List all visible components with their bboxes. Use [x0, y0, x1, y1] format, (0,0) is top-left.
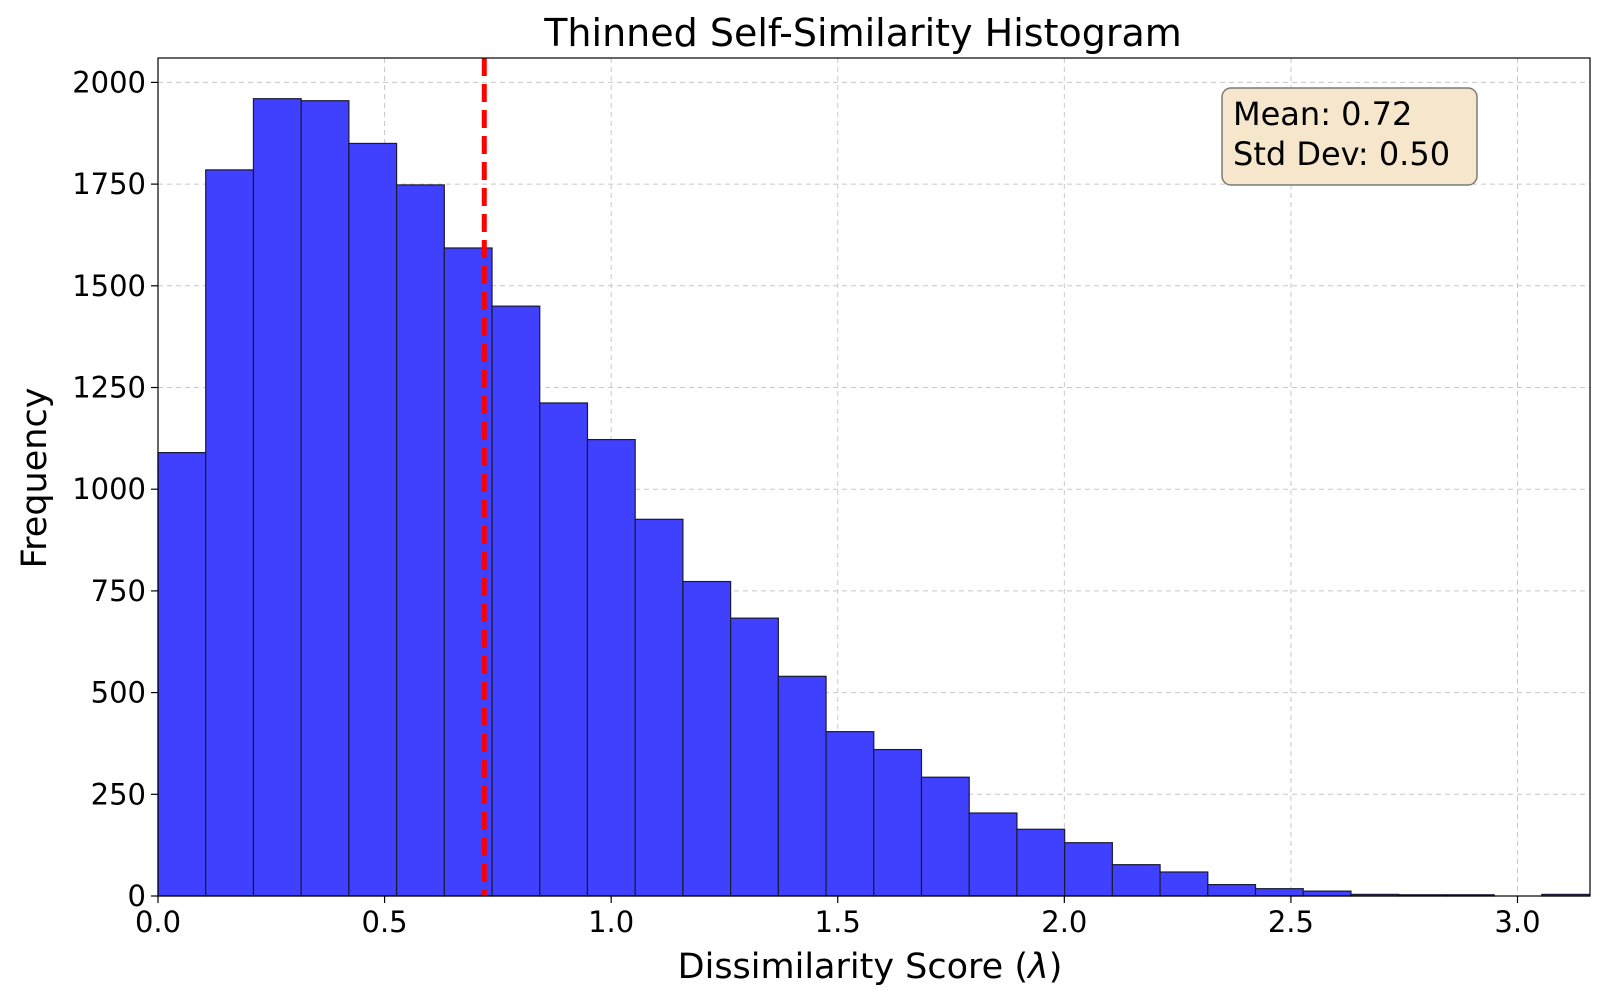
chart-title: Thinned Self-Similarity Histogram	[543, 11, 1182, 55]
histogram-bar	[157, 451, 207, 897]
histogram-bar	[1302, 890, 1352, 897]
x-tick-label: 1.5	[815, 905, 861, 939]
stats-box: Mean: 0.72 Std Dev: 0.50	[1221, 87, 1478, 186]
y-tick-label: 500	[91, 676, 146, 710]
histogram-bar	[252, 98, 302, 897]
y-tick-label: 1000	[72, 472, 146, 506]
histogram-bar	[920, 776, 970, 897]
histogram-bar	[682, 580, 732, 897]
histogram-bar	[205, 169, 255, 897]
stats-box-background	[1221, 87, 1478, 186]
histogram-bar	[730, 617, 779, 897]
y-tick-label: 2000	[72, 65, 146, 99]
x-tick-label: 2.5	[1268, 905, 1314, 939]
x-axis-title-suffix: )	[1049, 947, 1063, 987]
y-tick-label: 750	[91, 574, 146, 608]
x-tick-label: 0.5	[362, 905, 408, 939]
x-tick-label: 2.0	[1041, 905, 1087, 939]
histogram-bar	[300, 100, 350, 897]
histogram-bar	[825, 731, 875, 897]
x-axis: 0.0 0.5 1.0 1.5 2.0 2.5 3.0	[135, 896, 1541, 939]
y-axis-title: Frequency	[15, 388, 55, 569]
histogram-bar	[873, 748, 923, 897]
histogram-bar	[777, 675, 827, 897]
histogram-bars	[157, 98, 1591, 897]
histogram-bar	[539, 402, 589, 897]
histogram-bar	[395, 184, 445, 897]
histogram-bar	[634, 518, 684, 897]
histogram-bar	[968, 812, 1018, 897]
y-tick-label: 0	[128, 879, 146, 913]
x-axis-title-text: Dissimilarity Score (	[678, 947, 1028, 987]
x-tick-label: 0.0	[135, 905, 181, 939]
histogram-bar	[1016, 828, 1066, 897]
histogram-bar	[1064, 842, 1113, 897]
histogram-bar	[1207, 884, 1257, 897]
histogram-bar	[491, 305, 541, 897]
histogram-bar	[1159, 871, 1209, 897]
y-tick-label: 250	[91, 777, 146, 811]
histogram-bar	[1254, 888, 1304, 897]
x-axis-title: Dissimilarity Score (λ)	[678, 947, 1063, 987]
plot-frame	[157, 57, 1591, 897]
y-tick-label: 1750	[72, 167, 146, 201]
x-tick-label: 3.0	[1494, 905, 1540, 939]
lambda-symbol: λ	[1026, 947, 1049, 987]
histogram-bar	[1111, 864, 1161, 897]
histogram-bar	[348, 142, 398, 897]
y-tick-label: 1250	[72, 371, 146, 405]
y-axis: 0 250 500 750 1000 1250 1500 1750 2000	[72, 65, 158, 913]
x-tick-label: 1.0	[588, 905, 634, 939]
stats-std-dev: Std Dev: 0.50	[1233, 135, 1450, 173]
y-tick-label: 1500	[72, 269, 146, 303]
stats-mean: Mean: 0.72	[1233, 95, 1412, 133]
histogram-bar	[586, 438, 636, 897]
